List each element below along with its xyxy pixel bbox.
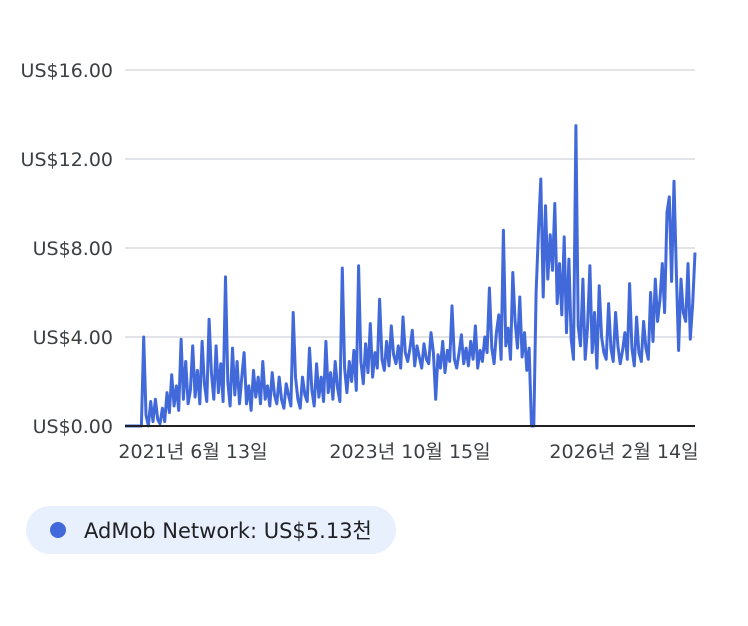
y-tick-label: US$4.00: [33, 327, 113, 349]
series-line-admob-network: [125, 124, 697, 428]
legend-label: AdMob Network: US$5.13천: [84, 519, 372, 543]
x-tick-label: 2026년 2월 14일: [549, 441, 698, 463]
series-layer: [125, 124, 697, 428]
y-tick-label: US$12.00: [21, 149, 113, 171]
y-tick-label: US$8.00: [33, 238, 113, 260]
x-tick-label: 2021년 6월 13일: [118, 441, 267, 463]
x-tick-label: 2023년 10월 15일: [329, 441, 490, 463]
y-tick-label: US$16.00: [21, 60, 113, 82]
x-axis-ticks: 2021년 6월 13일 2023년 10월 15일 2026년 2월 14일: [118, 441, 698, 463]
gridlines: [125, 69, 695, 338]
line-chart: US$0.00 US$4.00 US$8.00 US$12.00 US$16.00 20…: [21, 60, 699, 463]
legend-dot-icon: [50, 522, 66, 538]
y-tick-label: US$0.00: [33, 416, 113, 438]
y-axis-ticks: US$0.00 US$4.00 US$8.00 US$12.00 US$16.00: [21, 60, 113, 438]
legend-chip[interactable]: AdMob Network: US$5.13천: [26, 506, 396, 554]
